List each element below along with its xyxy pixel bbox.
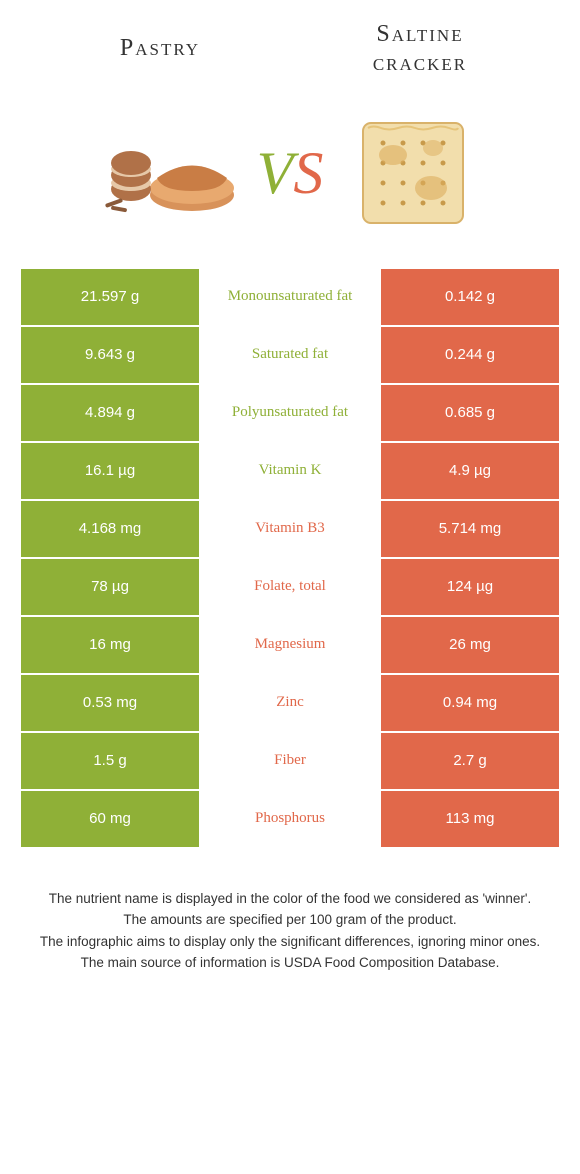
cell-left-value: 9.643 g [20,326,200,384]
table-row: 21.597 gMonounsaturated fat0.142 g [20,268,560,326]
table-row: 9.643 gSaturated fat0.244 g [20,326,560,384]
cell-nutrient-name: Monounsaturated fat [200,268,380,326]
cell-right-value: 26 mg [380,616,560,674]
cell-right-value: 0.142 g [380,268,560,326]
footer-line-2: The amounts are specified per 100 gram o… [30,909,550,931]
cell-right-value: 5.714 mg [380,500,560,558]
table-row: 16.1 µgVitamin K4.9 µg [20,442,560,500]
vs-v: V [257,143,294,203]
cell-right-value: 0.244 g [380,326,560,384]
cell-right-value: 0.94 mg [380,674,560,732]
cell-nutrient-name: Fiber [200,732,380,790]
header: Pastry Saltine cracker [0,0,580,88]
table-row: 16 mgMagnesium26 mg [20,616,560,674]
cell-right-value: 4.9 µg [380,442,560,500]
vs-label: VS [257,143,324,203]
table-row: 4.894 gPolyunsaturated fat0.685 g [20,384,560,442]
cell-nutrient-name: Zinc [200,674,380,732]
cell-left-value: 1.5 g [20,732,200,790]
cell-nutrient-name: Saturated fat [200,326,380,384]
cell-nutrient-name: Magnesium [200,616,380,674]
vs-s: S [293,143,323,203]
cell-left-value: 21.597 g [20,268,200,326]
cell-nutrient-name: Polyunsaturated fat [200,384,380,442]
title-right-line2: cracker [373,50,467,76]
cell-nutrient-name: Phosphorus [200,790,380,848]
cell-nutrient-name: Folate, total [200,558,380,616]
cell-nutrient-name: Vitamin K [200,442,380,500]
cell-left-value: 16.1 µg [20,442,200,500]
title-right: Saltine cracker [290,20,550,78]
cell-left-value: 0.53 mg [20,674,200,732]
cell-right-value: 2.7 g [380,732,560,790]
table-row: 60 mgPhosphorus113 mg [20,790,560,848]
table-row: 4.168 mgVitamin B35.714 mg [20,500,560,558]
pastry-image [97,118,237,228]
title-right-line1: Saltine [376,21,463,47]
hero: VS [0,88,580,268]
cell-nutrient-name: Vitamin B3 [200,500,380,558]
footer-line-3: The infographic aims to display only the… [30,931,550,953]
footer-line-1: The nutrient name is displayed in the co… [30,888,550,910]
cell-left-value: 60 mg [20,790,200,848]
table-row: 78 µgFolate, total124 µg [20,558,560,616]
cell-left-value: 4.168 mg [20,500,200,558]
footer-line-4: The main source of information is USDA F… [30,952,550,974]
cracker-image [343,118,483,228]
title-left: Pastry [30,35,290,62]
table-row: 1.5 gFiber2.7 g [20,732,560,790]
cell-left-value: 78 µg [20,558,200,616]
footer: The nutrient name is displayed in the co… [0,848,580,974]
cell-right-value: 113 mg [380,790,560,848]
table-row: 0.53 mgZinc0.94 mg [20,674,560,732]
cell-left-value: 16 mg [20,616,200,674]
cell-right-value: 124 µg [380,558,560,616]
nutrient-table: 21.597 gMonounsaturated fat0.142 g9.643 … [20,268,560,848]
cell-left-value: 4.894 g [20,384,200,442]
cell-right-value: 0.685 g [380,384,560,442]
